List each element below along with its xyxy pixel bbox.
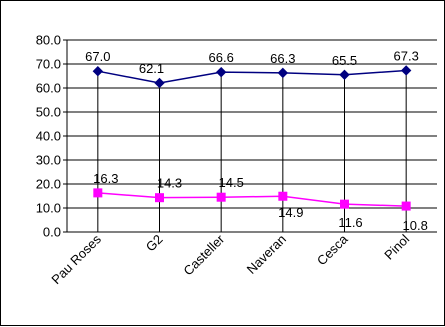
data-point-marker [400,65,412,76]
x-tick-label: Pau Roses [48,231,104,287]
data-label: 14.9 [278,205,303,220]
x-tick-label: Cesca [314,231,351,268]
series-line [97,192,407,207]
data-point-marker [93,188,103,198]
data-point-marker [92,65,104,77]
y-tick-label: 40.0 [36,129,61,144]
x-tick-label: G2 [143,232,166,255]
series-line [97,69,407,84]
data-point-marker [277,67,289,79]
data-labels: 67.0 62.1 66.6 66.3 65.5 67.3 16.3 14.3 14.5 14.9… [85,48,428,233]
x-tick-label: Pinol [381,231,412,262]
y-tick-label: 60.0 [36,81,61,96]
axes [63,39,437,233]
data-label: 16.3 [93,171,118,186]
data-label: 67.0 [85,49,110,64]
y-tick-label: 0.0 [43,225,61,240]
data-label: 14.5 [219,175,244,190]
y-tick-label: 50.0 [36,105,61,120]
data-point-marker [155,193,164,203]
y-tick-label: 70.0 [36,57,61,72]
data-label: 66.6 [209,50,234,65]
data-point-marker [216,192,226,202]
data-label: 66.3 [270,51,295,66]
data-point-marker [340,199,349,209]
data-point-marker [339,69,350,81]
data-label: 62.1 [139,61,164,76]
series-lines [97,69,407,207]
x-tick-labels: Pau Roses G2 Casteller Naveran Cesca Pinol [48,231,412,287]
data-label: 10.8 [403,218,428,233]
x-tick-label: Casteller [180,231,227,278]
series-markers [92,65,412,211]
data-point-marker [154,77,165,89]
y-tick-label: 80.0 [36,33,61,48]
y-tick-label: 30.0 [36,153,61,168]
data-label: 14.3 [157,176,182,191]
data-point-marker [215,66,227,78]
y-tick-label: 20.0 [36,177,61,192]
grid-lines [67,39,437,209]
data-label: 67.3 [394,48,419,63]
data-label: 11.6 [338,215,362,230]
data-point-marker [401,201,411,211]
y-tick-labels: 0.0 10.0 20.0 30.0 40.0 50.0 60.0 70.0 80.0 [36,33,61,240]
data-label: 65.5 [332,53,357,68]
data-point-marker [278,191,288,201]
y-tick-label: 10.0 [36,201,61,216]
x-tick-label: Naveran [244,232,289,277]
